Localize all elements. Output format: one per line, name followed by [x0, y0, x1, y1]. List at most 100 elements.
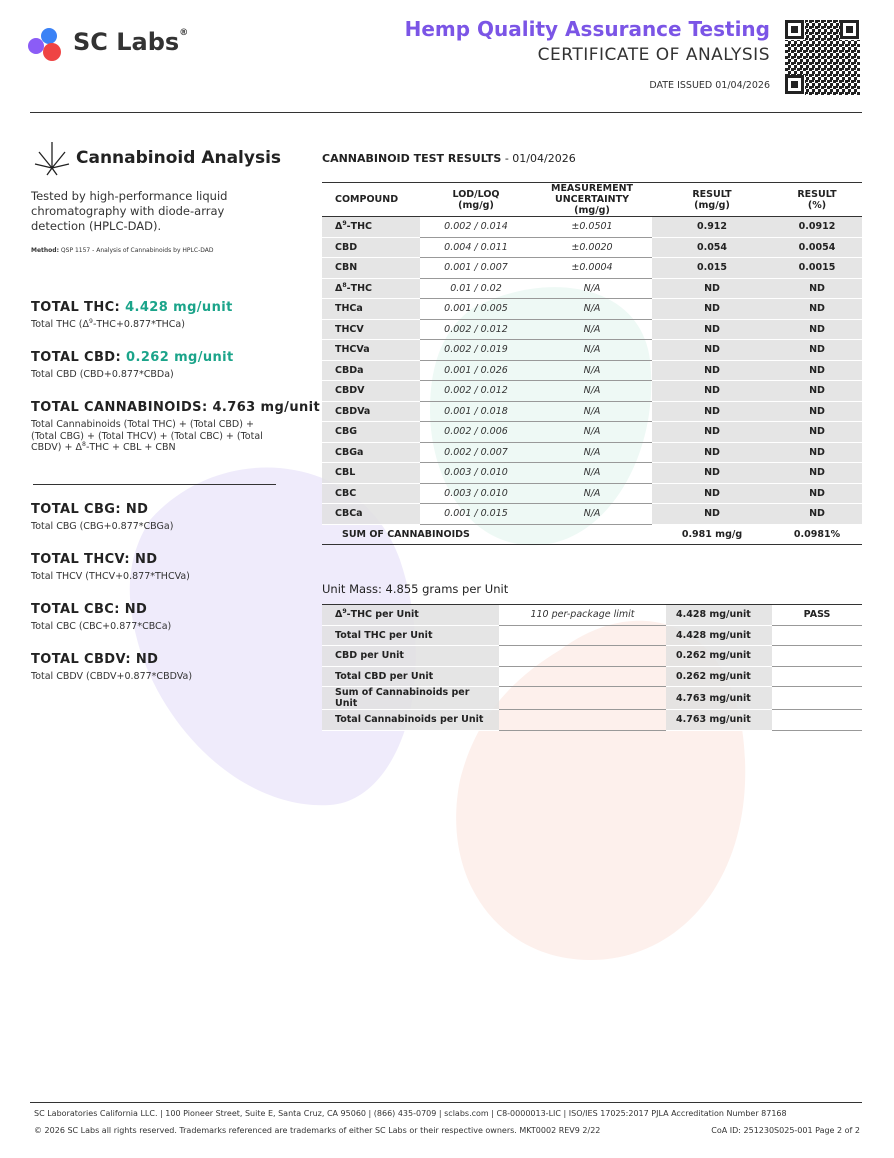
result-row: Δ9-THC 0.002 / 0.014 ±0.0501 0.912 0.0912	[322, 216, 862, 238]
text: -THC	[346, 282, 373, 294]
cell: 0.001 / 0.007	[420, 257, 532, 279]
result-row: CBG 0.002 / 0.006 N/A ND ND	[322, 421, 862, 443]
text: ND	[809, 508, 825, 520]
cell: 0.001 / 0.018	[420, 401, 532, 422]
total-formula: Total THC (Δ9-THC+0.877*THCa)	[31, 317, 266, 331]
column-header: LOD/LOQ (mg/g)	[420, 182, 532, 217]
cell: 0.002 / 0.012	[420, 380, 532, 402]
total-name: TOTAL CBDV:	[31, 652, 131, 667]
text: ND	[809, 467, 825, 479]
header-line: COMPOUND	[335, 194, 399, 205]
text: N/A	[583, 303, 601, 315]
unit-table: Δ9-THC per Unit 110 per-package limit 4.42…	[322, 604, 862, 731]
cell: THCVa	[322, 339, 420, 361]
cell: N/A	[532, 319, 652, 340]
cell: N/A	[532, 401, 652, 422]
total-value: ND	[135, 652, 159, 667]
text: 0.001 / 0.007	[444, 262, 508, 274]
text: 0.054	[696, 241, 728, 253]
result-row: CBGa 0.002 / 0.007 N/A ND ND	[322, 442, 862, 463]
text: N/A	[583, 446, 601, 458]
cell: ND	[652, 278, 772, 299]
cell: ND	[652, 401, 772, 422]
text: N/A	[583, 467, 601, 479]
cell: N/A	[532, 380, 652, 402]
result-row: CBDV 0.002 / 0.012 N/A ND ND	[322, 380, 862, 402]
unit-name: Sum of Cannabinoids per Unit	[322, 686, 499, 710]
text: N/A	[583, 426, 601, 438]
cell: ND	[652, 421, 772, 443]
cell: ND	[772, 442, 862, 463]
cell: N/A	[532, 503, 652, 525]
text: N/A	[583, 385, 601, 397]
cell: CBC	[322, 483, 420, 504]
results-title: CANNABINOID TEST RESULTS	[322, 152, 502, 165]
unit-name: Total Cannabinoids per Unit	[322, 709, 499, 731]
text: ±0.0004	[571, 262, 613, 274]
header-line: MEASUREMENT	[550, 183, 634, 194]
result-row: THCVa 0.002 / 0.019 N/A ND ND	[322, 339, 862, 361]
superscript: 9	[89, 317, 93, 325]
text: Total THCV (THCV+0.877*THCVa)	[31, 571, 190, 582]
text: 0.001 / 0.026	[444, 364, 508, 376]
cell: ND	[652, 483, 772, 504]
header-line: (mg/g)	[694, 199, 730, 211]
total-name: TOTAL CBC:	[31, 602, 120, 617]
description: Tested by high-performance liquid chroma…	[31, 189, 228, 233]
total-block: TOTAL THC: 4.428 mg/unit Total THC (Δ9-TH…	[31, 300, 301, 331]
result-row: Δ8-THC 0.01 / 0.02 N/A ND ND	[322, 278, 862, 299]
unit-name: Δ9-THC per Unit	[322, 604, 499, 626]
unit-status	[772, 645, 862, 667]
total-value: ND	[124, 602, 148, 617]
text: N/A	[583, 364, 601, 376]
unit-status	[772, 686, 862, 710]
text: CBD per Unit	[335, 650, 404, 662]
unit-row: Total THC per Unit 4.428 mg/unit	[322, 625, 862, 646]
column-header: RESULT (mg/g)	[652, 182, 772, 217]
total-label: TOTAL CBD: 0.262 mg/unit	[31, 350, 301, 365]
qr-code	[785, 20, 860, 95]
cell: 0.015	[652, 257, 772, 279]
text: 0.001 / 0.018	[444, 405, 508, 417]
total-label: TOTAL CANNABINOIDS: 4.763 mg/unit	[31, 400, 320, 415]
text: N/A	[583, 487, 601, 499]
cell: ±0.0004	[532, 257, 652, 279]
unit-name: Total THC per Unit	[322, 625, 499, 646]
cell: 0.0054	[772, 237, 862, 258]
text: ND	[704, 446, 720, 458]
unit-limit	[499, 686, 666, 710]
unit-name: CBD per Unit	[322, 645, 499, 667]
header-rule	[30, 112, 862, 113]
cell: ND	[652, 319, 772, 340]
cell: ND	[772, 298, 862, 320]
text: ND	[809, 487, 825, 499]
text: N/A	[583, 323, 601, 335]
result-row: CBDVa 0.001 / 0.018 N/A ND ND	[322, 401, 862, 422]
text: CBD	[335, 241, 358, 253]
unit-limit	[499, 666, 666, 687]
text: 0.0912	[798, 221, 836, 233]
total-formula: Total CBD (CBD+0.877*CBDa)	[31, 369, 266, 381]
logo-name: SC Labs	[73, 28, 180, 56]
text: 0.015	[696, 262, 728, 274]
superscript: 8	[342, 281, 347, 289]
cell: ND	[772, 401, 862, 422]
total-value: 0.262 mg/unit	[126, 350, 234, 365]
text: 0.912	[696, 221, 728, 233]
subtitle: CERTIFICATE OF ANALYSIS	[537, 45, 770, 65]
cell: THCa	[322, 298, 420, 320]
method: Method: QSP 1157 - Analysis of Cannabino…	[31, 247, 214, 254]
unit-result: 4.763 mg/unit	[666, 686, 772, 710]
text: CBDV	[335, 385, 365, 397]
unit-limit	[499, 625, 666, 646]
total-label: TOTAL CBG: ND	[31, 502, 301, 517]
text: 0.003 / 0.010	[444, 487, 508, 499]
result-row: CBD 0.004 / 0.011 ±0.0020 0.054 0.0054	[322, 237, 862, 258]
text: 0.01 / 0.02	[450, 282, 502, 294]
text: CBDa	[335, 364, 364, 376]
result-row: THCV 0.002 / 0.012 N/A ND ND	[322, 319, 862, 340]
cell: ND	[772, 319, 862, 340]
unit-result: 4.428 mg/unit	[666, 604, 772, 626]
cell: 0.0912	[772, 216, 862, 238]
text: ND	[704, 303, 720, 315]
